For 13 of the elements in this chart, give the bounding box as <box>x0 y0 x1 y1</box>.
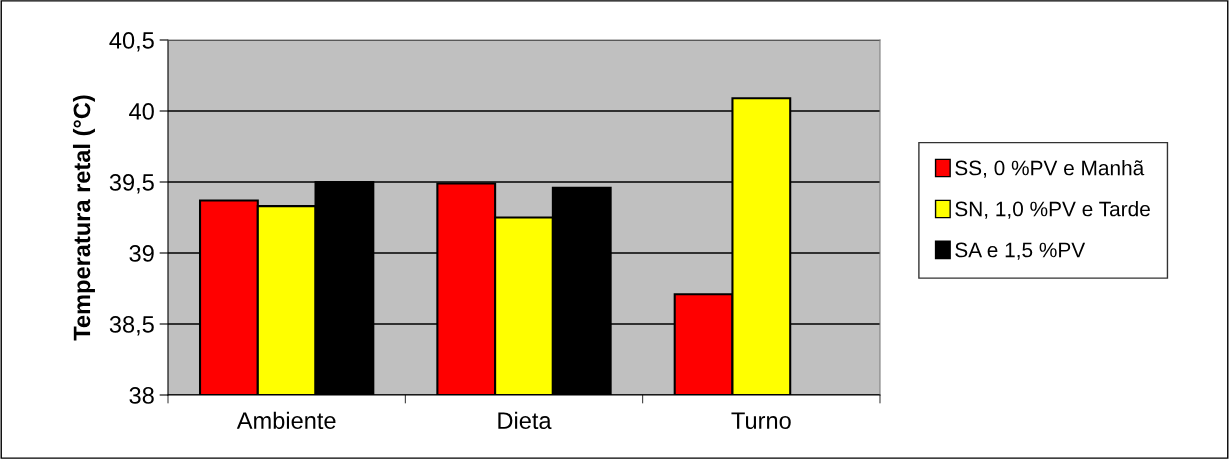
legend-label: SA e 1,5 %PV <box>955 242 1086 260</box>
y-tick-label: 38 <box>129 387 154 404</box>
y-tick-label: 40 <box>129 103 154 120</box>
legend-label: SN, 1,0 %PV e Tarde <box>955 201 1150 219</box>
x-tick-label: Dieta <box>498 411 552 430</box>
y-tick-label: 39,5 <box>109 174 154 194</box>
x-tick-label: Turno <box>731 412 791 430</box>
y-tick-label: 40,5 <box>109 32 154 52</box>
legend-label: SS, 0 %PV e Manhã <box>955 160 1145 178</box>
y-axis-title: Temperatura retal (°C) <box>72 95 95 341</box>
y-tick-label: 38,5 <box>109 316 154 336</box>
x-tick-label: Ambiente <box>236 411 336 430</box>
y-tick-label: 39 <box>129 245 154 262</box>
